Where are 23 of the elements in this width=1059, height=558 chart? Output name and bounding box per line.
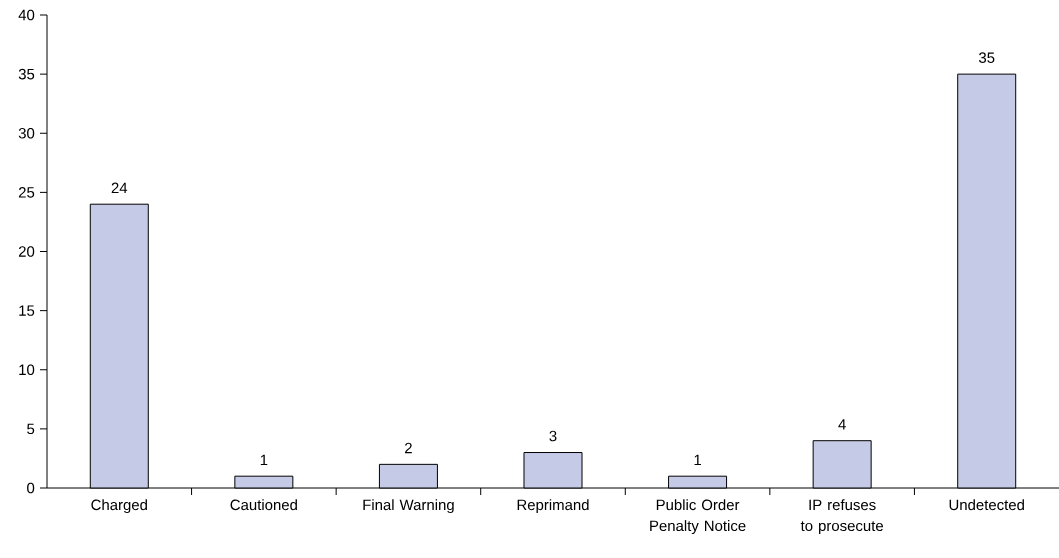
data-label: 24 bbox=[111, 182, 128, 194]
y-tick-label: 15 bbox=[19, 305, 35, 316]
y-tick-label: 20 bbox=[18, 246, 35, 257]
data-label: 3 bbox=[549, 430, 557, 442]
x-tick-label: IP refuses to prosecute bbox=[800, 499, 883, 535]
y-tick-label: 10 bbox=[19, 364, 35, 376]
y-tick-label: 5 bbox=[27, 423, 35, 435]
y-tick-label: 40 bbox=[18, 9, 35, 21]
data-label: 4 bbox=[838, 419, 846, 430]
x-tick-label: Cautioned bbox=[230, 499, 297, 511]
x-tick-label: Undetected bbox=[949, 499, 1024, 511]
y-tick-label: 0 bbox=[27, 482, 35, 494]
data-label: 35 bbox=[978, 52, 995, 63]
data-label: 1 bbox=[260, 454, 268, 465]
data-label: 2 bbox=[405, 442, 412, 454]
y-tick-label: 25 bbox=[18, 187, 35, 198]
y-tick-label: 30 bbox=[18, 127, 35, 139]
x-tick-label: Reprimand bbox=[517, 499, 589, 514]
y-tick-label: 35 bbox=[18, 68, 35, 80]
data-label: 1 bbox=[694, 454, 701, 465]
x-tick-label: Charged bbox=[91, 499, 147, 514]
x-tick-label: Final Warning bbox=[363, 499, 454, 514]
x-tick-label: Public Order Penalty Notice bbox=[650, 499, 746, 535]
